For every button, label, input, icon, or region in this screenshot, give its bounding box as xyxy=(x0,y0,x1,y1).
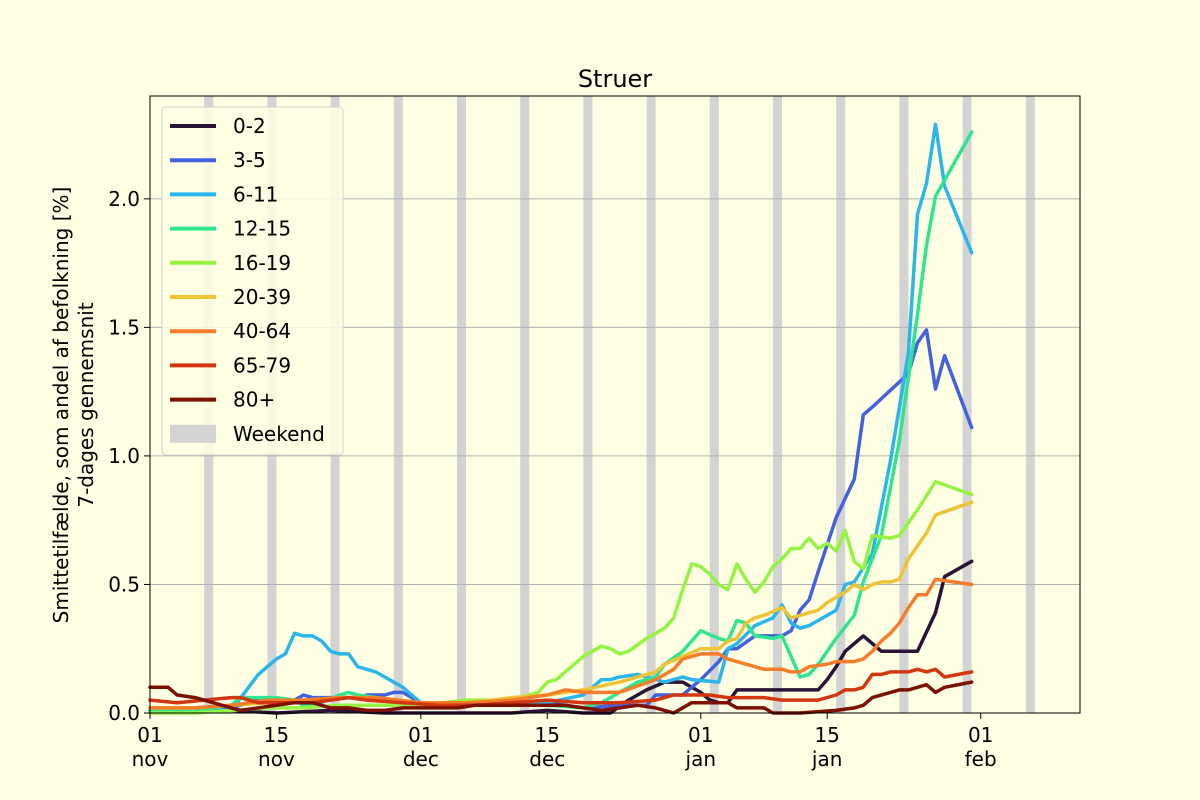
weekend-band-13 xyxy=(1025,96,1035,713)
x-tick-label-5-1: jan xyxy=(811,747,843,771)
weekend-band-12 xyxy=(962,96,972,713)
y-axis: 0.0 0.5 1.0 1.5 2.0 xyxy=(108,187,150,725)
weekend-band-8 xyxy=(709,96,719,713)
x-tick-label-1-1: nov xyxy=(258,747,295,771)
legend-label-weekend: Weekend xyxy=(233,422,325,446)
x-tick-label-0-0: 01 xyxy=(137,723,162,747)
legend-label-6-11: 6-11 xyxy=(233,182,278,206)
legend-label-80+: 80+ xyxy=(233,388,275,412)
weekend-band-6 xyxy=(583,96,593,713)
y-tick-label-4: 2.0 xyxy=(108,187,140,211)
y-axis-label-line-2: 7-dages gennemsnit xyxy=(74,302,98,507)
x-tick-label-5-0: 15 xyxy=(814,723,839,747)
weekend-band-9 xyxy=(773,96,783,713)
x-tick-label-6-1: feb xyxy=(965,747,997,771)
legend-label-0-2: 0-2 xyxy=(233,114,266,138)
x-tick-label-6-0: 01 xyxy=(968,723,993,747)
legend-label-40-64: 40-64 xyxy=(233,319,291,343)
legend-label-12-15: 12-15 xyxy=(233,217,291,241)
weekend-band-7 xyxy=(646,96,656,713)
weekend-band-10 xyxy=(836,96,846,713)
y-axis-label-line-1: Smittetilfælde, som andel af befolkning … xyxy=(49,187,73,624)
series-lines xyxy=(148,122,974,715)
x-tick-label-3-1: dec xyxy=(529,747,565,771)
weekend-band-5 xyxy=(520,96,530,713)
y-tick-label-1: 0.5 xyxy=(108,572,140,596)
chart-title: Struer xyxy=(578,65,652,93)
plot-frame xyxy=(149,95,1081,714)
legend-label-16-19: 16-19 xyxy=(233,251,291,275)
x-tick-label-2-1: dec xyxy=(403,747,439,771)
weekend-band-4 xyxy=(456,96,467,713)
legend: 0-2 3-5 6-11 12-15 16-19 20-39 40-64 65-79 80+ We… xyxy=(161,106,344,456)
y-tick-label-0: 0.0 xyxy=(108,701,140,725)
weekend-band-3 xyxy=(393,96,403,713)
y-tick-label-2: 1.0 xyxy=(108,444,140,468)
x-tick-label-4-1: jan xyxy=(685,747,717,771)
legend-label-20-39: 20-39 xyxy=(233,285,291,309)
y-tick-label-3: 1.5 xyxy=(108,315,140,339)
series-line-6-11 xyxy=(148,122,974,713)
x-tick-label-2-0: 01 xyxy=(408,723,433,747)
x-tick-label-0-1: nov xyxy=(132,747,169,771)
x-tick-label-1-0: 15 xyxy=(264,723,289,747)
series-line-80+ xyxy=(148,680,974,715)
x-tick-label-3-0: 15 xyxy=(535,723,560,747)
legend-label-65-79: 65-79 xyxy=(233,353,291,377)
x-tick-label-4-0: 01 xyxy=(688,723,713,747)
legend-label-3-5: 3-5 xyxy=(233,148,266,172)
legend-swatch-weekend xyxy=(170,424,216,443)
